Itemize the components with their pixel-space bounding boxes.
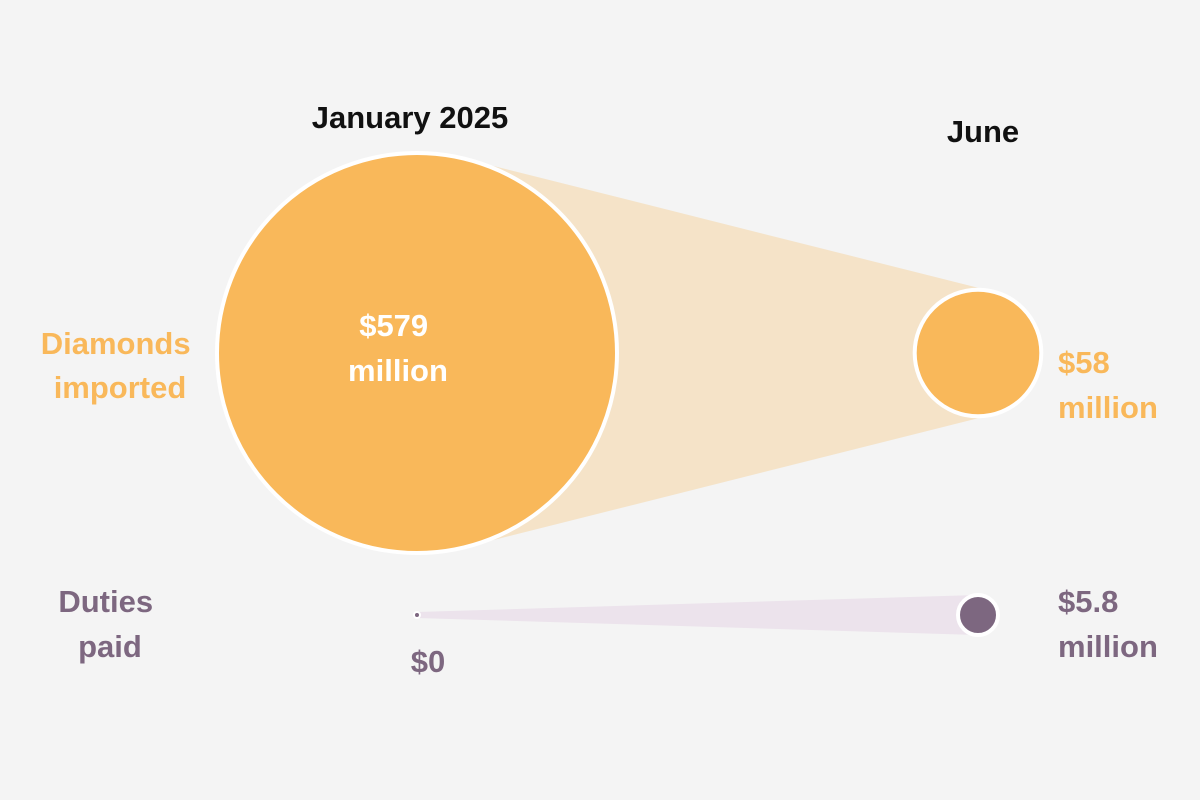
bubbles-layer xyxy=(215,151,1044,637)
period-label-june: June xyxy=(947,114,1019,149)
series-label-diamonds: Diamonds imported xyxy=(41,326,199,405)
series-label-duties: Duties paid xyxy=(58,584,161,664)
band-diamonds xyxy=(465,159,994,547)
value-label-duties-january: $0 xyxy=(411,644,445,679)
value-label-diamonds-january: $579 million xyxy=(348,308,448,388)
value-label-duties-june: $5.8 million xyxy=(1058,584,1158,664)
bubble-diamonds-january xyxy=(215,151,619,555)
period-label-january: January 2025 xyxy=(312,100,508,135)
band-duties xyxy=(416,595,978,635)
bubble-duties-january xyxy=(413,611,421,619)
value-label-diamonds-june: $58 million xyxy=(1058,345,1158,425)
bubble-duties-june xyxy=(956,593,1000,637)
bands-layer xyxy=(416,159,994,635)
bubble-diamonds-june xyxy=(912,287,1044,419)
